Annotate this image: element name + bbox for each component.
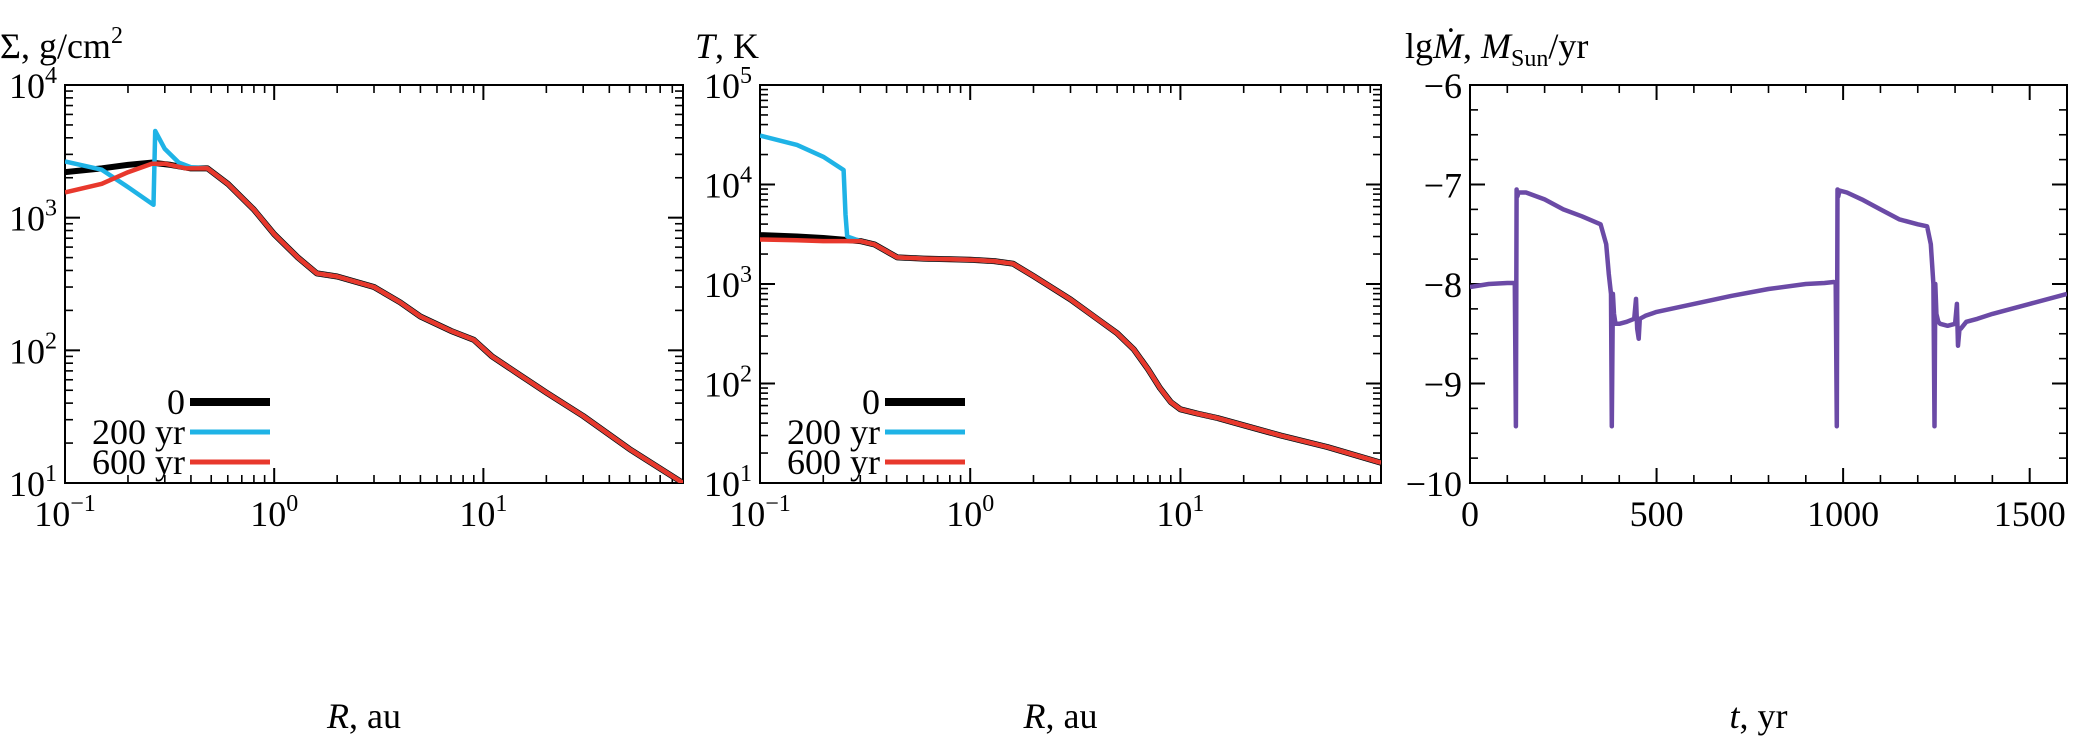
y-tick-label: 104 <box>704 163 752 206</box>
x-tick-exponent: 1 <box>1192 491 1204 517</box>
y-tick-exponent: 3 <box>45 196 57 222</box>
legend-label: 0 <box>862 382 880 422</box>
x-axis-label-unit: , au <box>1046 696 1098 736</box>
y-axis-label-prefix: lg <box>1405 26 1433 66</box>
x-axis-label: R, au <box>326 696 401 736</box>
y-tick-label: 102 <box>9 328 57 371</box>
y-axis-label: Σ, g/cm2 <box>0 23 123 66</box>
y-tick-base: 10 <box>9 331 45 371</box>
y-axis-label-unit: , g/cm <box>21 26 111 66</box>
y-axis-label-symbol: Ṁ <box>1432 26 1465 66</box>
x-tick-label: 10−1 <box>729 491 791 534</box>
y-tick-label: 102 <box>704 362 752 405</box>
x-axis-label-unit: , au <box>349 696 401 736</box>
x-axis-label-symbol: R <box>1023 696 1046 736</box>
y-tick-base: 10 <box>704 166 740 206</box>
x-tick-label: 101 <box>459 491 507 534</box>
x-tick-label: 500 <box>1630 494 1684 534</box>
y-axis-label-unit-subscript: Sun <box>1511 46 1548 72</box>
x-tick-base: 10 <box>459 494 495 534</box>
y-tick-base: 10 <box>704 365 740 405</box>
x-tick-label: 1500 <box>1994 494 2066 534</box>
y-tick-base: 10 <box>9 66 45 106</box>
y-tick-label: 103 <box>9 196 57 239</box>
y-axis-label: T, K <box>695 26 759 66</box>
x-axis-label: t, yr <box>1729 696 1787 736</box>
y-tick-label: −9 <box>1424 365 1462 405</box>
legend-label: 200 yr <box>787 412 880 452</box>
x-axis-label-symbol: R <box>326 696 349 736</box>
y-tick-exponent: 3 <box>740 262 752 288</box>
x-tick-base: 10 <box>946 494 982 534</box>
y-tick-exponent: 5 <box>740 63 752 89</box>
x-tick-exponent: 0 <box>982 491 994 517</box>
x-tick-label: 101 <box>1156 491 1204 534</box>
legend-label: 600 yr <box>787 442 880 482</box>
y-tick-exponent: 1 <box>740 461 752 487</box>
y-tick-label: 105 <box>704 63 752 106</box>
y-axis-label-separator: , <box>1463 26 1481 66</box>
x-tick-label: 100 <box>250 491 298 534</box>
y-tick-base: 10 <box>704 265 740 305</box>
x-axis-label-unit: , yr <box>1740 696 1788 736</box>
x-tick-exponent: 1 <box>495 491 507 517</box>
x-tick-exponent: −1 <box>70 491 96 517</box>
y-axis-label-symbol: Σ <box>0 26 21 66</box>
x-tick-base: 10 <box>34 494 70 534</box>
y-axis-label-superscript: 2 <box>111 23 123 49</box>
y-tick-exponent: 2 <box>740 362 752 388</box>
y-tick-base: 10 <box>9 464 45 504</box>
y-tick-base: 10 <box>704 66 740 106</box>
y-tick-exponent: 1 <box>45 461 57 487</box>
legend-label: 0 <box>167 382 185 422</box>
x-tick-base: 10 <box>250 494 286 534</box>
y-axis-label: lgṀ, MSun/yr <box>1405 26 1588 72</box>
x-axis-label: R, au <box>1023 696 1098 736</box>
x-tick-label: 10−1 <box>34 491 96 534</box>
y-tick-label: 103 <box>704 262 752 305</box>
x-tick-label: 1000 <box>1807 494 1879 534</box>
y-tick-base: 10 <box>704 464 740 504</box>
y-tick-exponent: 2 <box>45 328 57 354</box>
y-tick-label: −10 <box>1406 464 1462 504</box>
plot-frame <box>1469 84 2068 484</box>
x-axis-label-symbol: t <box>1729 696 1740 736</box>
y-axis-label-unit-tail: /yr <box>1548 26 1588 66</box>
legend-label: 200 yr <box>92 412 185 452</box>
y-tick-exponent: 4 <box>45 63 57 89</box>
x-tick-exponent: −1 <box>765 491 791 517</box>
x-tick-exponent: 0 <box>286 491 298 517</box>
x-tick-label: 0 <box>1461 494 1479 534</box>
y-axis-label-symbol: T <box>695 26 718 66</box>
y-tick-label: −7 <box>1424 166 1462 206</box>
y-tick-label: 101 <box>704 461 752 504</box>
x-tick-base: 10 <box>729 494 765 534</box>
x-tick-base: 10 <box>1156 494 1192 534</box>
y-tick-label: 104 <box>9 63 57 106</box>
y-tick-base: 10 <box>9 199 45 239</box>
y-axis-label-unit: , K <box>715 26 759 66</box>
series-line-third <box>760 237 1381 465</box>
y-axis-label-unit-symbol: M <box>1480 26 1513 66</box>
y-tick-label: −6 <box>1424 66 1462 106</box>
y-tick-label: 101 <box>9 461 57 504</box>
series-line-first <box>1470 187 2067 429</box>
series-line-third <box>65 161 683 483</box>
x-tick-label: 100 <box>946 491 994 534</box>
legend-label: 600 yr <box>92 442 185 482</box>
y-tick-exponent: 4 <box>740 163 752 189</box>
y-tick-label: −8 <box>1424 265 1462 305</box>
